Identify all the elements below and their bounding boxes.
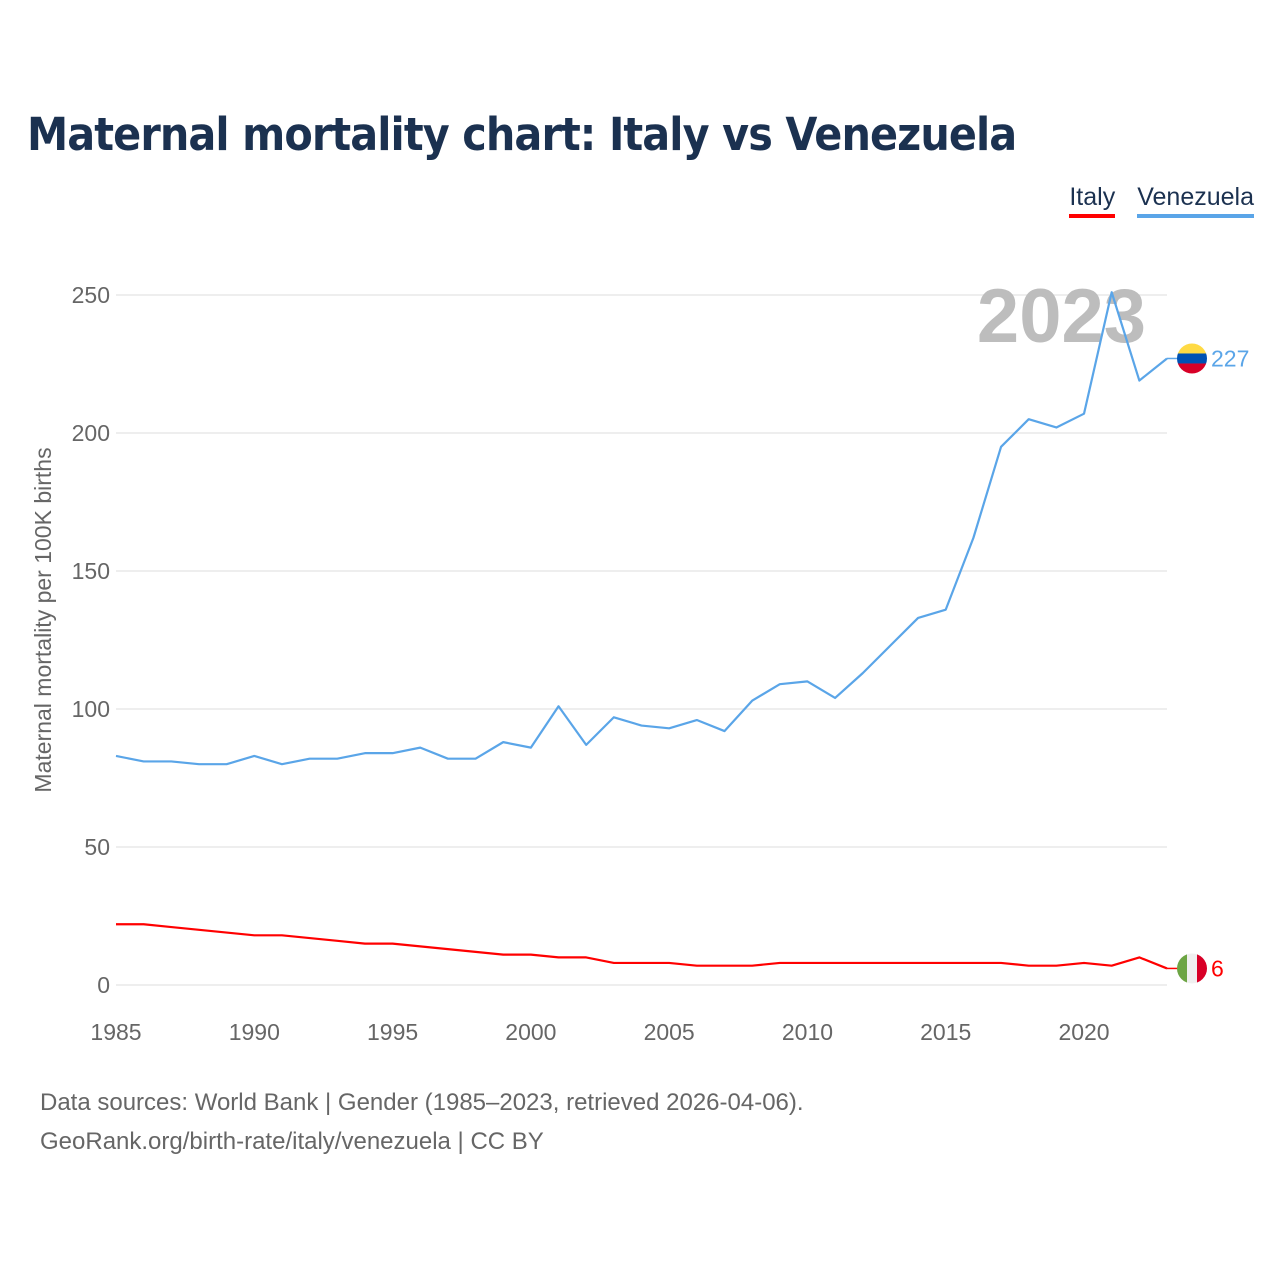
x-tick-label: 2010	[782, 1019, 833, 1045]
legend-item-italy[interactable]: Italy	[1069, 183, 1116, 218]
y-tick-label: 50	[84, 834, 110, 860]
chart-title: Maternal mortality chart: Italy vs Venez…	[27, 108, 1017, 161]
footer-link[interactable]: GeoRank.org/birth-rate/italy/venezuela |…	[40, 1128, 544, 1155]
italy-flag-icon	[1177, 953, 1207, 984]
series-line-venezuela	[115, 291, 1168, 766]
x-tick-label: 1990	[229, 1019, 280, 1045]
x-tick-label: 1985	[90, 1019, 141, 1045]
y-tick-label: 100	[72, 696, 110, 722]
x-tick-label: 2015	[920, 1019, 971, 1045]
x-tick-label: 2005	[644, 1019, 695, 1045]
end-value-label-venezuela: 227	[1211, 345, 1249, 371]
x-tick-label: 2020	[1058, 1019, 1109, 1045]
y-axis-label: Maternal mortality per 100K births	[30, 447, 56, 792]
legend-item-venezuela[interactable]: Venezuela	[1137, 183, 1254, 218]
y-tick-label: 150	[72, 558, 110, 584]
y-tick-label: 200	[72, 420, 110, 446]
end-value-label-italy: 6	[1211, 955, 1224, 981]
year-watermark: 2023	[977, 274, 1146, 359]
line-chart: 0 50 100 150 200 250 1985 1990 1995 2000 2005 2010 2…	[30, 274, 1249, 1045]
y-tick-label: 250	[72, 282, 110, 308]
venezuela-flag-icon	[1177, 343, 1207, 374]
x-tick-label: 1995	[367, 1019, 418, 1045]
x-tick-label: 2000	[505, 1019, 556, 1045]
legend: Italy Venezuela	[1069, 183, 1254, 218]
footer-sources: Data sources: World Bank | Gender (1985–…	[40, 1089, 804, 1116]
y-tick-label: 0	[97, 972, 110, 998]
series-line-italy	[116, 923, 1168, 970]
